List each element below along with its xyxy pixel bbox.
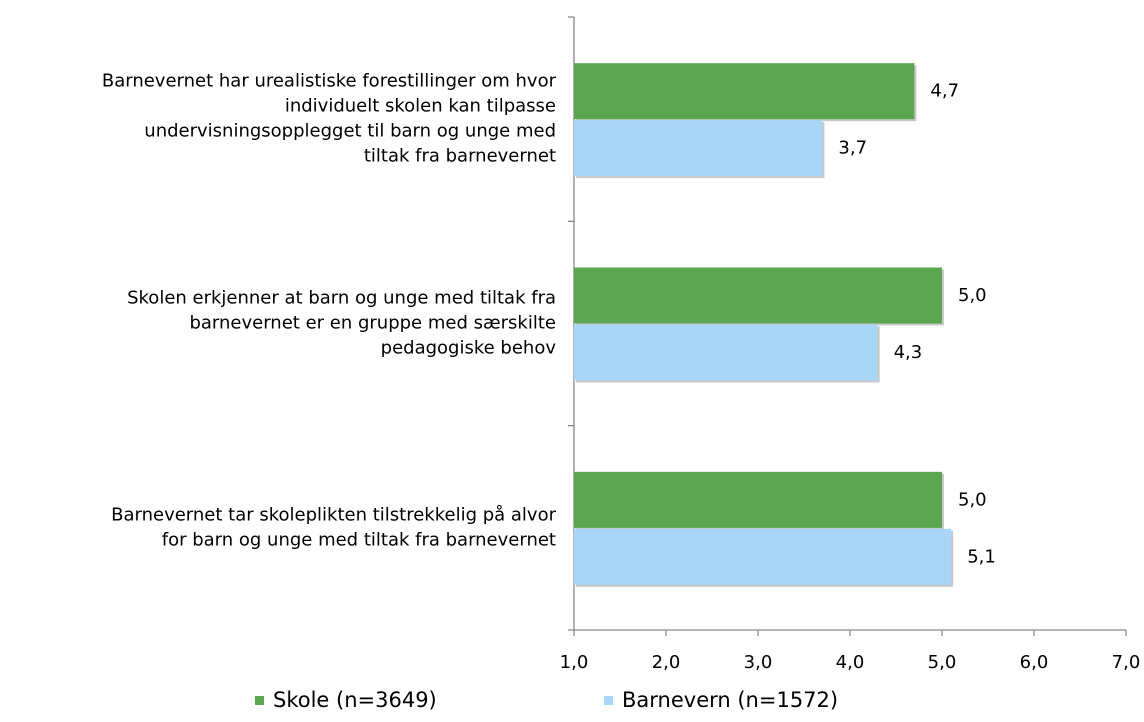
category-label: Skolen erkjenner at barn og unge med til… [127,288,556,359]
value-label: 4,3 [894,342,923,363]
bar [574,324,878,381]
category-label-line: Barnevernet har urealistiske forestillin… [102,71,557,92]
category-label-line: undervisningsopplegget til barn og unge … [144,121,556,142]
x-tick-label: 1,0 [560,652,589,673]
x-tick-label: 2,0 [652,652,681,673]
value-label: 5,0 [958,489,987,510]
category-label-line: individuelt skolen kan tilpasse [285,96,556,117]
value-label: 3,7 [838,138,867,159]
x-tick-label: 4,0 [836,652,865,673]
category-label: Barnevernet har urealistiske forestillin… [102,71,557,167]
category-label-line: barnevernet er en gruppe med særskilte [189,313,556,334]
bar [574,120,823,177]
legend-swatch [255,696,264,705]
category-label-line: tiltak fra barnevernet [364,146,556,167]
value-label: 5,0 [958,285,987,306]
bar [574,528,952,585]
bar [574,63,915,120]
value-label: 4,7 [930,81,959,102]
x-tick-label: 3,0 [744,652,773,673]
category-label-line: for barn og unge med tiltak fra barnever… [162,529,556,550]
category-label-line: Skolen erkjenner at barn og unge med til… [127,288,556,309]
value-label: 5,1 [967,546,996,567]
legend-swatch [604,696,613,705]
x-tick-label: 7,0 [1112,652,1141,673]
category-label: Barnevernet tar skoleplikten tilstrekkel… [111,504,556,550]
category-label-line: pedagogiske behov [381,338,557,359]
x-tick-label: 5,0 [928,652,957,673]
bar [574,267,942,324]
legend-label: Barnevern (n=1572) [622,688,838,712]
legend-label: Skole (n=3649) [273,688,437,712]
category-label-line: Barnevernet tar skoleplikten tilstrekkel… [111,504,556,525]
x-tick-label: 6,0 [1020,652,1049,673]
bar [574,471,942,528]
